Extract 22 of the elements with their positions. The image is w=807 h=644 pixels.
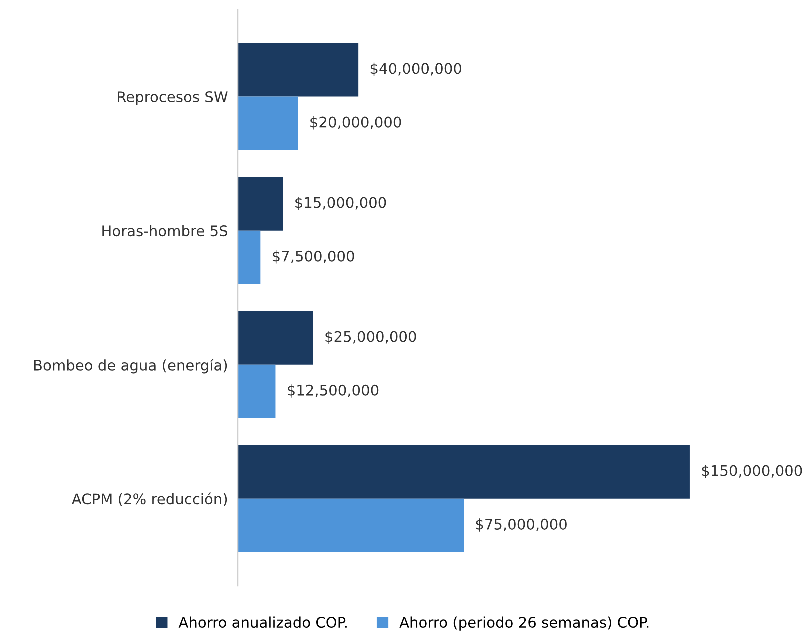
data-label: $7,500,000 xyxy=(272,250,354,264)
bar xyxy=(238,445,690,499)
bar xyxy=(238,43,359,97)
legend-label: Ahorro (periodo 26 semanas) COP. xyxy=(400,616,649,631)
bar xyxy=(238,498,464,553)
data-label: $12,500,000 xyxy=(288,384,379,398)
bar xyxy=(238,364,276,418)
data-label: $15,000,000 xyxy=(296,196,386,210)
y-tick-label: Reprocesos SW xyxy=(118,92,228,106)
bar xyxy=(238,230,261,284)
y-tick-label: Horas-hombre 5S xyxy=(102,225,228,237)
bar xyxy=(238,177,284,231)
data-label: $75,000,000 xyxy=(476,518,567,532)
data-label: $25,000,000 xyxy=(326,331,416,344)
data-label: $40,000,000 xyxy=(370,62,462,76)
data-label: $20,000,000 xyxy=(310,116,402,130)
data-label: $150,000,000 xyxy=(702,465,802,478)
bar xyxy=(238,311,314,365)
y-tick-label: Bombeo de agua (energía) xyxy=(34,359,228,374)
legend-label: Ahorro anualizado COP. xyxy=(178,616,347,628)
bar xyxy=(238,96,298,150)
y-tick-label: ACPM (2% reducción) xyxy=(72,492,228,506)
